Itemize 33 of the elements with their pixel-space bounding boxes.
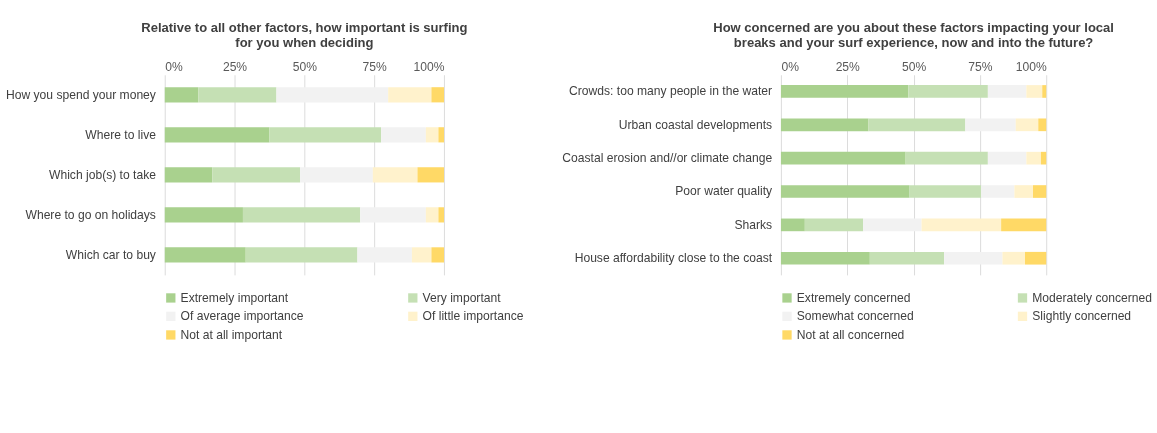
y-tick-label: Poor water quality: [675, 184, 774, 199]
chart-title: Relative to all other factors, how important is surfing for you when deciding: [141, 19, 468, 50]
legend-label: Very important: [422, 290, 502, 305]
legend-label: Extremely important: [180, 290, 289, 305]
legend-label: Not at all important: [180, 327, 283, 342]
x-tick-label: 25%: [835, 59, 861, 74]
y-tick-label: Where to live: [85, 127, 157, 142]
legend-label: Slightly concerned: [1032, 309, 1132, 324]
y-tick-label: House affordability close to the coast: [574, 250, 773, 265]
y-tick-label: How you spend your money: [5, 87, 157, 102]
y-tick-label: Sharks: [734, 217, 773, 232]
y-tick-label: Coastal erosion and//or climate change: [562, 150, 773, 165]
y-tick-label: Where to go on holidays: [25, 207, 156, 222]
x-tick-label: 25%: [222, 59, 248, 74]
x-tick-label: 0%: [165, 59, 183, 74]
x-tick-label: 75%: [362, 59, 387, 74]
y-tick-label: Urban coastal developments: [618, 117, 773, 132]
legend-label: Of little importance: [422, 309, 524, 324]
x-tick-label: 50%: [901, 59, 927, 74]
y-tick-label: Crowds: too many people in the water: [569, 84, 773, 99]
legend-label: Not at all concerned: [796, 327, 905, 342]
legend-label: Moderately concerned: [1032, 290, 1152, 305]
x-tick-label: 50%: [292, 59, 318, 74]
y-tick-label: Which job(s) to take: [49, 167, 157, 182]
legend-label: Of average importance: [180, 309, 304, 324]
legend-label: Extremely concerned: [796, 290, 911, 305]
x-tick-label: 100%: [1015, 59, 1047, 74]
x-tick-label: 100%: [413, 59, 445, 74]
x-tick-label: 75%: [968, 59, 993, 74]
legend-label: Somewhat concerned: [796, 309, 914, 324]
x-tick-label: 0%: [781, 59, 800, 74]
chart-title: How concerned are you about these factors impacting your local breaks and your surf experience, now and into the future?: [713, 19, 1114, 50]
y-tick-label: Which car to buy: [65, 247, 157, 262]
